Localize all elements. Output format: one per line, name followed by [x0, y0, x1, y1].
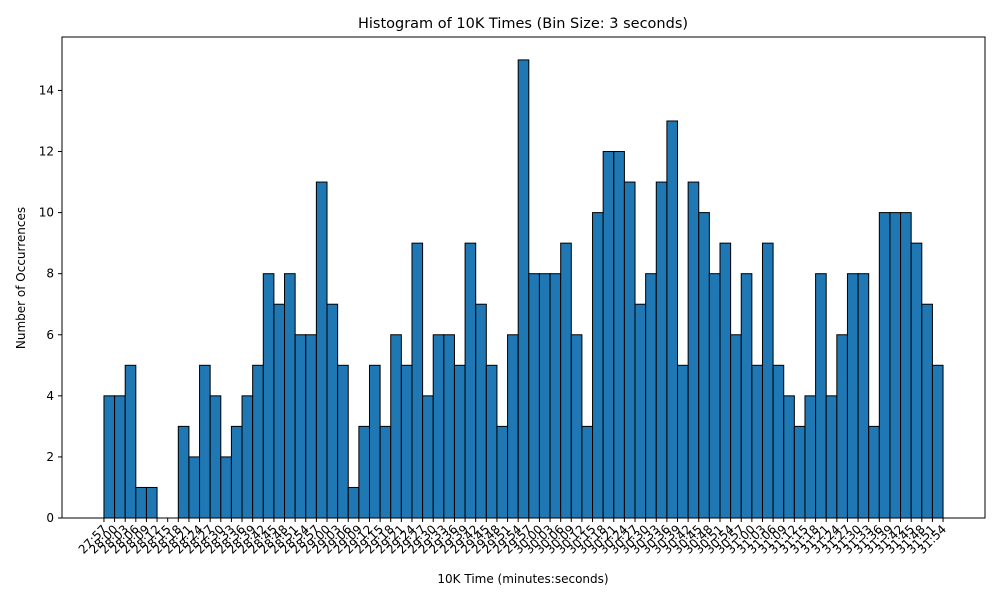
bar — [358, 425, 370, 519]
bar — [315, 181, 328, 519]
bar — [485, 364, 498, 519]
bar — [772, 364, 785, 519]
y-axis-label: Number of Occurrences — [14, 207, 28, 349]
plot-frame — [61, 36, 986, 519]
bar — [496, 425, 509, 519]
chart-title: Histogram of 10K Times (Bin Size: 3 seco… — [358, 16, 688, 32]
y-tick-label: 12 — [39, 145, 54, 159]
x-axis-label: 10K Time (minutes:seconds) — [437, 572, 608, 586]
bar — [305, 334, 317, 519]
bar — [730, 334, 742, 519]
bar — [209, 395, 222, 519]
bar — [538, 273, 551, 519]
bar — [549, 273, 562, 519]
bar — [145, 486, 158, 519]
bar — [379, 425, 392, 519]
y-tick-label: 10 — [39, 206, 54, 220]
bar — [199, 364, 211, 519]
bar — [634, 303, 647, 519]
bar — [220, 456, 232, 519]
bar — [103, 395, 116, 519]
bar — [347, 486, 360, 519]
bar — [177, 425, 190, 519]
bar — [719, 242, 732, 519]
bar — [294, 334, 307, 519]
bar — [432, 334, 445, 519]
bar — [783, 395, 795, 519]
y-tick-label: 2 — [46, 450, 54, 464]
bar — [931, 364, 944, 519]
bar — [708, 273, 721, 519]
bar — [252, 364, 264, 519]
bar — [889, 212, 902, 519]
bar — [666, 120, 679, 519]
bar — [921, 303, 933, 519]
bar — [284, 273, 296, 519]
bar — [751, 364, 763, 519]
y-tick-label: 4 — [46, 389, 54, 403]
y-tick-label: 0 — [46, 511, 54, 525]
bar — [188, 456, 201, 519]
y-tick-label: 14 — [39, 83, 54, 97]
bar — [825, 395, 838, 519]
bar — [560, 242, 572, 519]
bar — [241, 395, 254, 519]
bar — [910, 242, 923, 519]
bar — [273, 303, 286, 519]
bar — [453, 364, 466, 519]
bar — [655, 181, 668, 519]
bar — [464, 242, 477, 519]
bar — [698, 212, 710, 519]
bar — [517, 59, 530, 519]
bar — [507, 334, 519, 519]
bar — [857, 273, 870, 519]
bar — [868, 425, 880, 519]
bar — [262, 273, 275, 519]
bar — [900, 212, 912, 519]
bar — [114, 395, 126, 519]
bar — [528, 273, 540, 519]
bar — [443, 334, 455, 519]
bar — [846, 273, 859, 519]
bar — [793, 425, 806, 519]
bar — [570, 334, 583, 519]
bar — [135, 486, 147, 519]
bar — [337, 364, 349, 519]
bar — [645, 273, 657, 519]
bar — [878, 212, 891, 519]
y-tick-label: 8 — [46, 267, 54, 281]
bar — [613, 151, 625, 519]
bar — [687, 181, 700, 519]
bar — [761, 242, 774, 519]
bar — [815, 273, 827, 519]
bar — [623, 181, 636, 519]
bar — [740, 273, 753, 519]
y-tick-label: 6 — [46, 328, 54, 342]
bar — [602, 151, 615, 519]
bar — [422, 395, 434, 519]
bar — [326, 303, 339, 519]
bar — [804, 395, 817, 519]
bar — [836, 334, 848, 519]
bar — [581, 425, 594, 519]
bar — [368, 364, 381, 519]
bar — [400, 364, 413, 519]
bar — [411, 242, 424, 519]
bar — [592, 212, 604, 519]
bar — [475, 303, 487, 519]
bar — [390, 334, 402, 519]
bar — [124, 364, 137, 519]
bar — [230, 425, 243, 519]
bar — [677, 364, 689, 519]
